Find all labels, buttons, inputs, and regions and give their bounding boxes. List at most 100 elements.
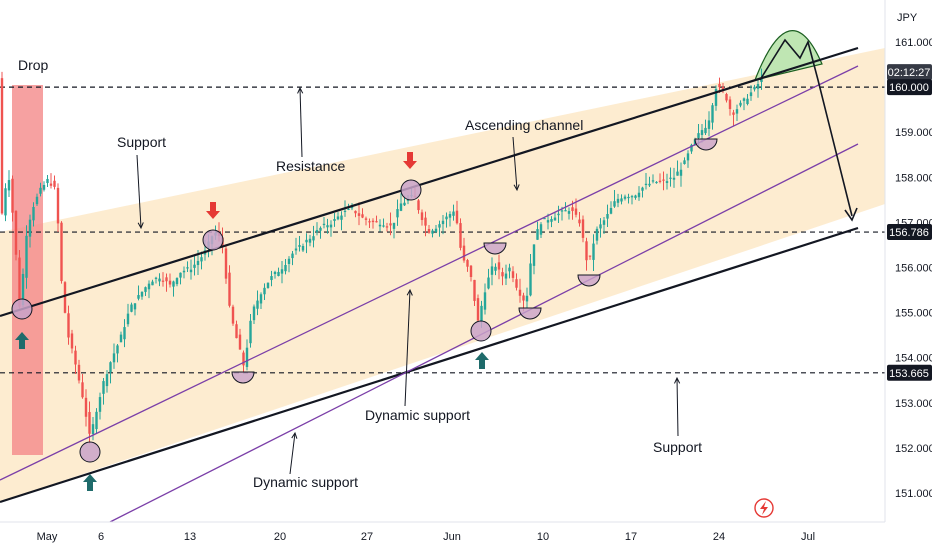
candle <box>665 173 669 190</box>
candle <box>238 328 242 350</box>
candle <box>98 392 102 420</box>
x-tick-label: Jun <box>443 531 461 543</box>
dynamic-support-label-mid: Dynamic support <box>365 407 470 423</box>
price-tag-0: 02:12:27 <box>887 64 932 81</box>
touch-circle-1 <box>79 441 101 463</box>
candle <box>511 266 515 283</box>
candle <box>4 183 7 222</box>
candle <box>557 205 560 223</box>
candle <box>354 210 357 218</box>
candle <box>53 175 56 190</box>
candle <box>655 181 658 184</box>
candle <box>49 173 53 189</box>
candle <box>599 218 602 238</box>
candle <box>529 253 532 297</box>
touch-circle-0 <box>11 298 33 320</box>
candle <box>606 204 609 228</box>
candle <box>186 261 189 273</box>
x-tick-label: Jul <box>801 531 815 543</box>
x-tick-label: 20 <box>274 531 286 543</box>
candle <box>249 314 252 348</box>
bounce-marker-0 <box>231 371 255 384</box>
candle <box>200 251 203 270</box>
y-tick-label: 156.000 <box>895 263 932 275</box>
candle <box>340 211 343 231</box>
svg-text:156.786: 156.786 <box>889 227 929 239</box>
candle <box>620 194 623 205</box>
candle <box>662 171 665 191</box>
candle <box>704 119 707 135</box>
candle <box>473 279 476 307</box>
candle <box>746 94 749 106</box>
candle <box>508 263 511 279</box>
candle <box>630 194 634 205</box>
svg-text:02:12:27: 02:12:27 <box>888 67 931 79</box>
candle <box>424 211 427 237</box>
down-arrow-left <box>206 202 220 219</box>
pointer-resistance <box>299 87 303 158</box>
candle <box>35 193 39 207</box>
candle <box>427 225 431 234</box>
time-axis[interactable] <box>0 522 932 550</box>
candle <box>130 302 133 313</box>
candle <box>270 270 273 287</box>
candle <box>466 258 469 272</box>
pointer-dynamic-bottom <box>289 432 296 475</box>
candle <box>497 254 501 280</box>
resistance-label: Resistance <box>276 158 345 174</box>
y-tick-label: 151.000 <box>895 488 932 500</box>
candle <box>284 258 287 275</box>
candle <box>291 250 294 266</box>
candle <box>532 244 536 275</box>
down-arrow-right <box>403 152 417 169</box>
channel-lower-line <box>0 226 859 504</box>
candle <box>595 226 599 245</box>
candle <box>581 215 585 243</box>
candle <box>361 208 364 219</box>
x-tick-label: 27 <box>361 531 373 543</box>
candle <box>294 237 298 255</box>
candle <box>518 278 522 303</box>
candle <box>224 244 228 284</box>
candle <box>263 283 266 301</box>
candle <box>399 193 403 212</box>
x-tick-label: 24 <box>713 531 725 543</box>
candle <box>326 218 329 234</box>
candle <box>119 331 123 343</box>
touch-circle-4 <box>470 320 492 342</box>
candle <box>147 280 151 299</box>
x-tick-label: 13 <box>184 531 196 543</box>
candle <box>266 282 270 289</box>
candle <box>445 212 448 228</box>
candle <box>641 186 644 198</box>
candle <box>553 211 557 221</box>
candle <box>672 167 676 188</box>
y-tick-label: 161.000 <box>895 37 932 49</box>
price-tag-2: 156.786 <box>887 224 932 241</box>
candle <box>441 214 445 235</box>
candle <box>501 267 504 286</box>
candle <box>308 234 312 247</box>
bounce-marker-1 <box>694 138 718 151</box>
candle <box>396 199 399 226</box>
candle <box>550 216 553 228</box>
candle <box>679 162 683 187</box>
support-label-right: Support <box>653 439 702 455</box>
y-tick-label: 158.000 <box>895 172 932 184</box>
candle <box>305 233 308 254</box>
candle <box>329 220 333 237</box>
candle <box>483 283 487 315</box>
candle <box>84 389 88 427</box>
candle <box>651 174 655 184</box>
candle <box>39 182 42 197</box>
candle <box>711 102 714 130</box>
candle <box>14 210 18 261</box>
candle <box>634 194 637 200</box>
candle <box>648 176 651 188</box>
ascending-channel-label: Ascending channel <box>465 117 583 133</box>
candle <box>739 100 742 108</box>
candle <box>417 198 420 214</box>
candle <box>168 273 172 288</box>
